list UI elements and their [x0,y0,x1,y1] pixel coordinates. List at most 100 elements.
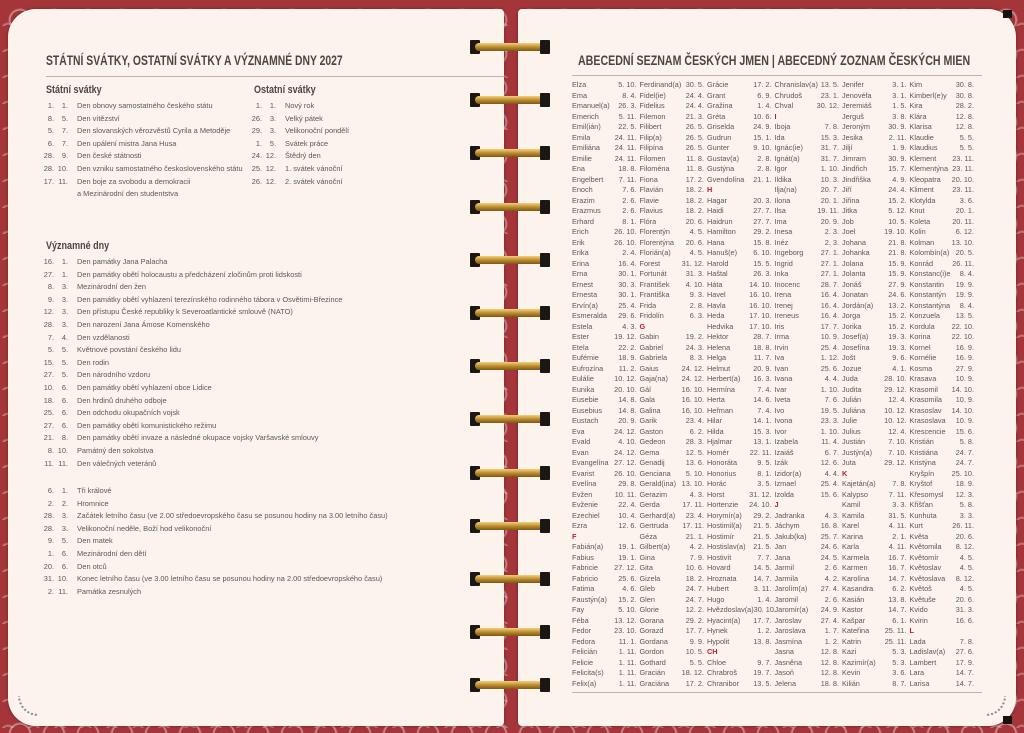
name-row: Kolman 13. 10. [910,238,978,249]
name-row: Jelena 18. 8. [775,679,843,690]
event-name: a Mezinárodní den studentstva [77,189,179,199]
name-row: Gabin 19. 2. [640,332,708,343]
name-row: Gvendolína 21. 1. [707,175,775,186]
name-day: 19. 10. [884,227,907,236]
name-row: Křišťan 5. 8. [910,500,978,511]
name-day: 25. 4. [820,342,839,352]
name: Konstanc(i)e [909,269,951,278]
name-row: Klára 12. 8. [910,112,978,123]
day: 6. [47,486,54,495]
name: Haštal [707,269,728,278]
event-name: Den boje za svobodu a demokracii [77,176,191,186]
name: Jaromír(a) [774,605,809,614]
names-column: Kim 30. 8. Kimberl(e)y 30. 8. Kira 28. 2. Klár… [910,80,978,689]
name: Eusebius [572,405,603,415]
name-day: 13. 8. [753,636,772,646]
day: 20. [43,561,54,571]
name-day: 27. 1. [820,248,839,257]
month: 1. [61,257,68,266]
name-day: 8. 7. [892,678,907,688]
name-day: 8. 12. [955,542,974,551]
day: 7. [47,332,54,342]
day: 28. [43,151,54,161]
event-name: Velký pátek [285,113,323,123]
name-row: Ildika 10. 3. [775,175,843,186]
names-column: Ferdinand(a) 30. 5. Fidel(ie) 24. 4. Fideliu… [640,80,708,689]
name-row: Filemon 21. 3. [640,112,708,123]
name: Forest [639,258,661,268]
event-name: Den vzdělanosti [77,332,130,342]
name-day: 26. 3. [753,269,772,278]
name-row: Ezra 12. 6. [572,521,640,532]
name-day: 14. 7. [955,668,974,677]
name: Hostivít [707,552,732,562]
name: Flavie [639,195,659,205]
name-day: 29. 8. [618,479,637,488]
name-day: 1. 10. [820,384,839,394]
event-name: Nový rok [285,101,315,110]
month: 5. [61,536,68,546]
list-item: 24. 12. Štědrý den [248,150,349,163]
name-row: Ignát(a) 31. 7. [775,154,843,165]
name-row: Gerhard(a) 23. 4. [640,511,708,522]
name-day: 21. 5. [753,542,772,551]
name-day: 9. 10. [753,143,772,152]
name: Ingeborg [774,248,804,257]
name-row: Iva 1. 12. [775,353,843,364]
name-row: Estela 4. 3. [572,322,640,333]
name-row: Harold 15. 5. [707,259,775,270]
name-row: Hilar 14. 1. [707,416,775,427]
state-holidays-list: 1. 1. Den obnovy samostatného českého stát… [40,100,243,201]
day: 8. [47,282,54,292]
name-row: Emanuel(a) 26. 3. [572,101,640,112]
name-row: Irena 16. 4. [775,290,843,301]
name-row: Gerazim 4. 3. [640,490,708,501]
name-day: 15. 2. [888,195,907,205]
name-day: 30. 1. [618,290,637,299]
name: Hostimír [707,531,735,541]
other-days-list: 6. 1. Tři králové 2. 2. Hromnice 28. 3. Začátek … [40,485,388,598]
name: Ernest [572,279,594,289]
name-row: Kvido 31. 3. [910,605,978,616]
name-row: Gertruda 17. 11. [640,521,708,532]
name-row: Graciána 17. 2. [640,679,708,690]
name: Izmael [774,479,797,488]
name-day: 16. 9. [955,353,974,362]
name-day: 5. 12. [888,206,907,215]
name-row: Ivana 4. 4. [775,374,843,385]
name-row: Jenifer 3. 1. [842,80,910,91]
name-day: 8. 4. [959,300,974,310]
name-row: Ilsa 19. 11. [775,206,843,217]
name-row: Grácie 17. 2. [707,80,775,91]
name-day: 15. 5. [753,258,772,268]
month: 9. [61,151,68,161]
name-row: Jorika 15. 2. [842,322,910,333]
name-day: 8. 4. [622,90,637,100]
month: 5. [61,345,68,355]
name: Erich [572,227,589,236]
name: Filibert [639,122,662,131]
name-day: 5. 3. [892,657,907,667]
month: 6. [61,408,68,418]
list-item: 18. 6. Den hrdinů druhého odboje [40,395,342,408]
name-row: Ivona 23. 3. [775,416,843,427]
name-day: 25. 11. [884,626,907,635]
name-row: Honoráta 9. 5. [707,458,775,469]
day: 25. [251,163,262,173]
name: Filoména [639,164,670,173]
name-row: Gabriela 8. 3. [640,353,708,364]
spiral-ring [470,465,550,480]
ring-coil [475,202,545,211]
name-row: Esmeralda 29. 6. [572,311,640,322]
name-day: 27. 4. [820,615,839,625]
name: Flavius [639,206,663,215]
right-page [518,9,1016,726]
state-holidays-heading: Státní svátky [46,84,102,96]
name: Květa [909,531,929,541]
name-day: 3. 5. [757,479,772,488]
name: Klement [909,153,937,163]
name-day: 16. 8. [820,521,839,530]
name-row: Jasněna 12. 8. [775,658,843,669]
event-name: Tři králové [77,486,112,495]
name: Ervín(a) [572,300,598,310]
